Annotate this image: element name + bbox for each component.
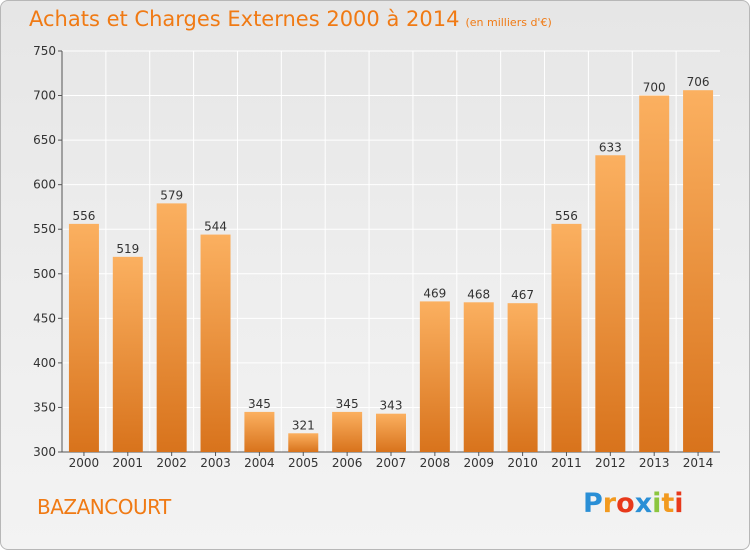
data-label: 579 [160, 188, 183, 202]
title-row: Achats et Charges Externes 2000 à 2014 (e… [29, 7, 552, 31]
x-tick-label: 2004 [244, 456, 275, 470]
data-label: 556 [555, 209, 578, 223]
x-tick-label: 2009 [463, 456, 494, 470]
x-tick-label: 2011 [551, 456, 582, 470]
x-tick-label: 2012 [595, 456, 626, 470]
bar [332, 411, 363, 452]
bar [112, 256, 143, 452]
y-tick-label: 300 [33, 445, 56, 459]
bar [463, 302, 494, 452]
logo-letter: i [674, 488, 684, 519]
x-tick-label: 2013 [639, 456, 670, 470]
y-tick-label: 400 [33, 356, 56, 370]
x-tick-label: 2008 [420, 456, 451, 470]
y-tick-label: 350 [33, 400, 56, 414]
data-label: 343 [380, 399, 403, 413]
x-tick-labels: 2000 2001 2002 2003 2004 2005 2006 2007 2008 2009… [69, 456, 714, 470]
bar [376, 413, 406, 452]
data-label: 633 [599, 140, 622, 154]
bars [68, 90, 714, 453]
data-label: 468 [467, 287, 490, 301]
x-tick-label: 2002 [156, 456, 187, 470]
bar [551, 223, 582, 452]
data-label: 469 [423, 286, 446, 300]
bar [68, 223, 99, 452]
data-label: 706 [687, 75, 710, 89]
proxiti-logo[interactable]: Proxiti [583, 488, 684, 519]
x-tick-label: 2014 [683, 456, 714, 470]
data-label: 544 [204, 220, 227, 234]
x-tick-label: 2006 [332, 456, 363, 470]
y-tick-label: 650 [33, 133, 56, 147]
logo-letter: r [602, 488, 617, 519]
logo-letter: i [652, 488, 662, 519]
y-tick-labels: 300 350 400 450 500 550 600 650 700 750 [33, 44, 56, 459]
logo-letter: t [661, 488, 675, 519]
bar [639, 95, 670, 453]
bar [507, 303, 538, 452]
bar [683, 90, 714, 452]
data-labels: 556 519 579 544 345 321 345 343 469 468 467 556 633 7… [72, 75, 709, 432]
gridlines [62, 50, 720, 452]
y-tick-label: 550 [33, 222, 56, 236]
logo-letter: x [634, 488, 653, 519]
y-tick-label: 750 [33, 44, 56, 58]
bar [156, 203, 187, 452]
x-tick-label: 2005 [288, 456, 319, 470]
x-tick-label: 2007 [376, 456, 407, 470]
data-label: 467 [511, 288, 534, 302]
x-tick-label: 2010 [507, 456, 538, 470]
chart-title: Achats et Charges Externes 2000 à 2014 [29, 7, 460, 31]
y-tick-label: 600 [33, 178, 56, 192]
place-name: BAZANCOURT [37, 495, 171, 519]
bar [244, 411, 275, 452]
data-label: 321 [292, 418, 315, 432]
data-label: 556 [72, 209, 95, 223]
logo-letter: o [616, 488, 635, 519]
x-tick-label: 2003 [200, 456, 231, 470]
x-tick-label: 2000 [69, 456, 100, 470]
logo-letter: P [583, 488, 603, 519]
x-tick-label: 2001 [113, 456, 144, 470]
bar [288, 433, 319, 452]
data-label: 345 [248, 397, 271, 411]
chart-subtitle: (en milliers d'€) [465, 16, 552, 29]
y-tick-label: 700 [33, 89, 56, 103]
data-label: 345 [336, 397, 359, 411]
bar [595, 155, 626, 452]
y-tick-label: 450 [33, 311, 56, 325]
data-label: 519 [116, 242, 139, 256]
y-tick-label: 500 [33, 267, 56, 281]
bar [200, 234, 231, 452]
bar [419, 301, 450, 452]
data-label: 700 [643, 81, 666, 95]
